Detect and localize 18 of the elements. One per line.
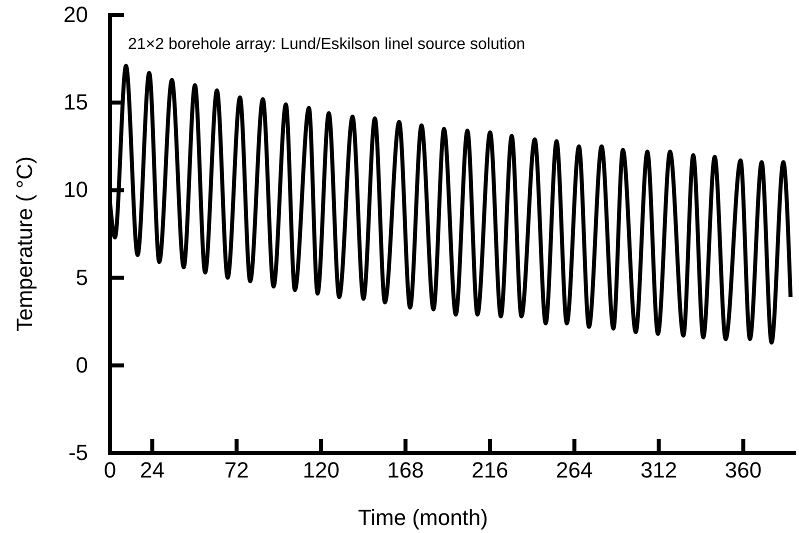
- x-tick-label: 360: [724, 457, 762, 482]
- y-tick-label: 20: [64, 2, 88, 28]
- x-tick-label: 24: [140, 457, 164, 482]
- y-tick-label: -5: [68, 440, 88, 466]
- y-tick-label: 10: [64, 177, 88, 202]
- x-tick-label: 0: [104, 457, 116, 482]
- x-tick-label: 168: [387, 457, 424, 482]
- y-axis-title: Temperature ( °C): [12, 156, 37, 332]
- y-tick-label: 5: [76, 264, 88, 290]
- x-tick-label: 216: [472, 457, 508, 482]
- y-tick-label: 0: [76, 352, 88, 378]
- x-tick-label: 312: [640, 457, 678, 482]
- y-tick-label: 15: [64, 90, 88, 115]
- x-tick-label: 120: [302, 457, 340, 482]
- x-tick-label: 72: [224, 457, 249, 482]
- x-tick-label: 264: [556, 457, 593, 482]
- x-axis-title: Time (month): [358, 505, 488, 530]
- text: 21×2 borehole array: Lund/Eskilson linel source solution: [128, 36, 526, 53]
